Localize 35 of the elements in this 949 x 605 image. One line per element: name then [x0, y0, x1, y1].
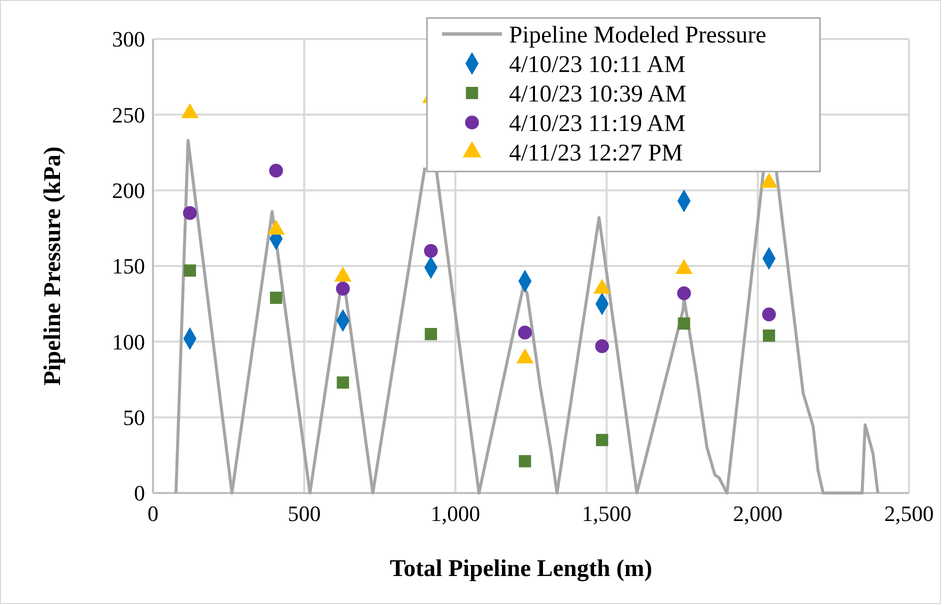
- x-tick-label: 1,000: [430, 501, 480, 526]
- x-tick-label: 500: [288, 501, 321, 526]
- point: [518, 455, 532, 468]
- x-tick-label: 2,000: [733, 501, 783, 526]
- x-tick-label: 1,500: [582, 501, 632, 526]
- x-axis-title: Total Pipeline Length (m): [390, 556, 652, 582]
- point: [595, 339, 609, 354]
- y-tick-label: 0: [134, 480, 145, 506]
- y-axis-title: Pipeline Pressure (kPa): [40, 146, 66, 386]
- x-tick-label: 2,500: [884, 501, 934, 526]
- point: [518, 326, 532, 340]
- y-tick-label: 100: [112, 329, 145, 354]
- point: [677, 286, 691, 300]
- legend-label: 4/10/23 10:11 AM: [509, 52, 686, 78]
- point: [336, 376, 350, 389]
- y-tick-label: 150: [112, 254, 145, 279]
- point: [269, 164, 283, 178]
- point: [336, 282, 350, 296]
- point: [678, 317, 690, 330]
- legend-label: 4/10/23 10:39 AM: [509, 81, 686, 108]
- point: [424, 328, 438, 340]
- legend-label: Pipeline Modeled Pressure: [509, 22, 766, 48]
- legend-label: 4/11/23 12:27 PM: [509, 140, 683, 166]
- y-tick-label: 300: [112, 26, 145, 52]
- point: [270, 292, 282, 304]
- point: [182, 206, 197, 220]
- point: [762, 308, 776, 322]
- y-tick-label: 250: [112, 102, 145, 128]
- point: [762, 329, 776, 342]
- y-tick-label: 200: [112, 178, 145, 204]
- legend-label: 4/10/23 11:19 AM: [509, 110, 686, 137]
- point: [424, 244, 438, 258]
- y-tick-label: 50: [123, 405, 145, 430]
- point: [596, 434, 608, 446]
- point: [184, 264, 196, 277]
